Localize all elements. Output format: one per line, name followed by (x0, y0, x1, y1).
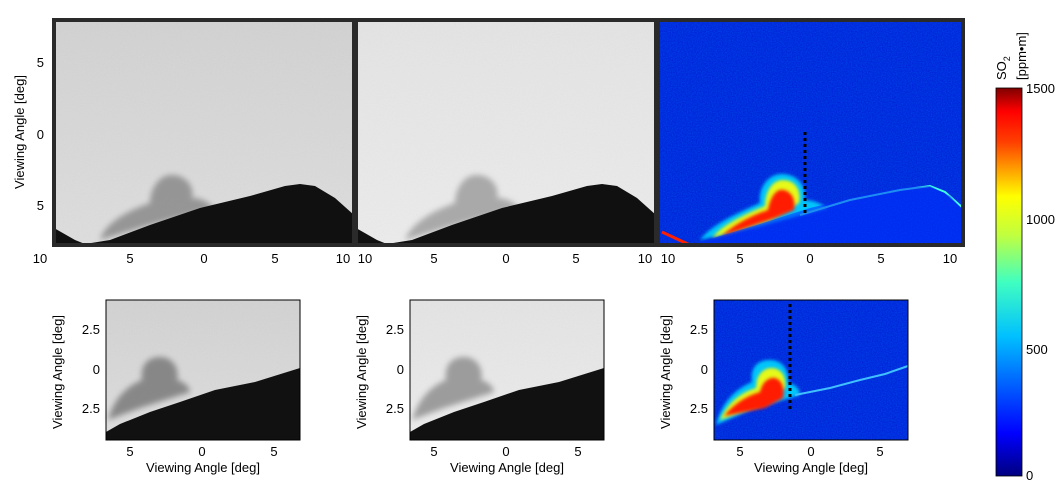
bottom-p3-x-tick-3: 5 (876, 444, 883, 459)
bottom-p1-x-axis-label: Viewing Angle [deg] (146, 460, 260, 475)
top-p1-x-tick-5: 10 (336, 251, 350, 266)
bottom-p2-x-tick-3: 5 (574, 444, 581, 459)
top-p2-x-tick-3: 0 (502, 251, 509, 266)
bottom-panel-2-plume (412, 357, 494, 420)
top-y-tick-2: 0 (37, 127, 44, 142)
colorbar-title: SO2 (994, 56, 1012, 80)
top-p3-x-tick-2: 5 (736, 251, 743, 266)
bottom-panel-2 (409, 299, 605, 441)
top-p1-x-tick-1: 10 (33, 251, 47, 266)
bottom-p3-y-tick-2: 0 (701, 362, 708, 377)
top-panel-1 (52, 18, 356, 247)
bottom-panel-3-plume-core (724, 377, 784, 416)
bottom-p1-x-tick-3: 5 (270, 444, 277, 459)
bottom-panel-1-mountain (106, 368, 300, 440)
bottom-p3-x-tick-1: 5 (736, 444, 743, 459)
bottom-p3-y-tick-1: 2.5 (690, 322, 708, 337)
top-panel-2-plume (405, 174, 520, 240)
bottom-panel-3 (713, 299, 909, 441)
top-p3-x-tick-4: 5 (877, 251, 884, 266)
top-panel-3-left-streak (661, 230, 691, 247)
top-panel-3-plume-core (722, 189, 795, 236)
bottom-p2-y-tick-1: 2.5 (386, 322, 404, 337)
colorbar: SO2 [ppm•m] 1500 1000 500 0 (994, 32, 1055, 481)
bottom-p2-y-tick-3: 2.5 (386, 401, 404, 416)
bottom-p1-x-tick-1: 5 (126, 444, 133, 459)
bottom-p2-y-axis-label: Viewing Angle [deg] (354, 315, 369, 429)
top-p1-x-tick-2: 5 (126, 251, 133, 266)
top-panel-3 (656, 18, 965, 247)
top-y-axis-label: Viewing Angle [deg] (12, 75, 27, 189)
bottom-p1-y-tick-2: 0 (93, 362, 100, 377)
top-p2-x-tick-1: 10 (358, 251, 372, 266)
colorbar-tick-0: 0 (1026, 468, 1033, 481)
top-y-tick-3: 5 (37, 198, 44, 213)
colorbar-title-sub: 2 (1002, 56, 1012, 61)
bottom-p2-y-tick-2: 0 (397, 362, 404, 377)
bottom-panel-2-mountain (410, 368, 604, 440)
top-panel-1-plume (100, 174, 215, 240)
top-y-tick-1: 5 (37, 55, 44, 70)
top-p2-x-tick-5: 10 (638, 251, 652, 266)
bottom-p1-y-axis-label: Viewing Angle [deg] (50, 315, 65, 429)
top-panel-2-mountain (356, 184, 656, 245)
bottom-p3-x-axis-label: Viewing Angle [deg] (754, 460, 868, 475)
bottom-p2-x-tick-2: 0 (502, 444, 509, 459)
colorbar-units: [ppm•m] (1014, 32, 1029, 80)
top-x-ticks-panel-2: 10 5 0 5 10 (358, 251, 652, 266)
bottom-p3-y-axis-label: Viewing Angle [deg] (658, 315, 673, 429)
colorbar-tick-1000: 1000 (1026, 212, 1055, 227)
colorbar-title-main: SO (994, 61, 1009, 80)
bottom-p2-x-axis-label: Viewing Angle [deg] (450, 460, 564, 475)
bottom-p3-x-tick-2: 0 (807, 444, 814, 459)
colorbar-tick-1500: 1500 (1026, 81, 1055, 96)
top-p3-x-tick-3: 0 (806, 251, 813, 266)
top-panel-1-mountain (54, 184, 354, 245)
bottom-panel-3-ridge-glow (794, 365, 909, 396)
top-p1-x-tick-3: 0 (200, 251, 207, 266)
top-x-ticks-panel-3: 10 5 0 5 10 (661, 251, 957, 266)
bottom-p1-y-tick-3: 2.5 (82, 401, 100, 416)
bottom-panel-1 (105, 299, 301, 441)
colorbar-tick-500: 500 (1026, 342, 1048, 357)
top-x-ticks-panel-1: 10 5 0 5 10 (33, 251, 350, 266)
top-p3-x-tick-5: 10 (943, 251, 957, 266)
bottom-p1-y-tick-1: 2.5 (82, 322, 100, 337)
colorbar-bar (995, 87, 1023, 477)
top-panel-3-mountain (690, 186, 963, 245)
top-p1-x-tick-4: 5 (271, 251, 278, 266)
top-panel-2 (354, 18, 658, 247)
bottom-p1-x-tick-2: 0 (198, 444, 205, 459)
top-p2-x-tick-4: 5 (572, 251, 579, 266)
top-p3-x-tick-1: 10 (661, 251, 675, 266)
top-p2-x-tick-2: 5 (430, 251, 437, 266)
bottom-p3-y-tick-3: 2.5 (690, 401, 708, 416)
bottom-panel-1-plume (108, 357, 190, 420)
bottom-p2-x-tick-1: 5 (430, 444, 437, 459)
